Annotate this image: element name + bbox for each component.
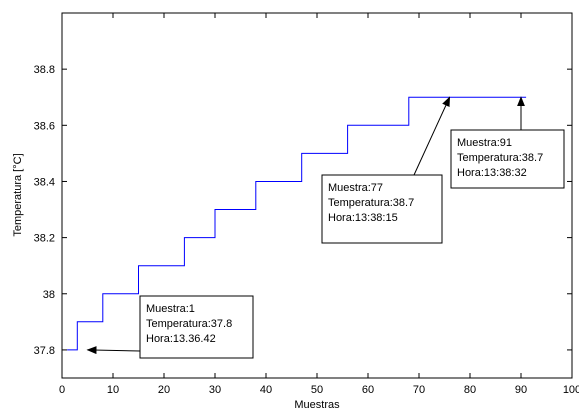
annotation-text: Temperatura:38.7	[328, 197, 414, 209]
y-tick-label: 38	[43, 289, 55, 301]
x-tick-label: 40	[260, 384, 272, 396]
x-tick-label: 100	[563, 384, 579, 396]
y-axis-title: Temperatura [°C]	[12, 153, 24, 236]
annotation-box	[321, 174, 443, 244]
series-group	[67, 96, 527, 351]
annotations-group: Muestra:1 Temperatura:37.8 Hora:13.36.42 Mu…	[86, 96, 565, 359]
x-axis-title: Muestras	[294, 399, 340, 411]
annotation-text: Hora:13:38:32	[457, 167, 527, 179]
y-tick-label: 38.8	[34, 64, 55, 76]
temperature-line	[67, 96, 527, 351]
y-tick-label: 38.2	[34, 233, 55, 245]
y-tick-label: 38.4	[34, 176, 55, 188]
annotation-arrow	[413, 96, 451, 176]
x-tick-label: 70	[413, 384, 425, 396]
annotation-box	[139, 295, 254, 359]
x-tick-label: 80	[464, 384, 476, 396]
annotation-text: Hora:13:38:15	[328, 212, 398, 224]
x-tick-label: 30	[209, 384, 221, 396]
x-tick-label: 10	[107, 384, 119, 396]
plot-area	[61, 12, 573, 379]
axis-ticks: 0 10 20 30 40 50 60 70 80 90 100 37.8 38 38.2 38.4 38.6…	[34, 13, 579, 396]
x-tick-label: 60	[362, 384, 374, 396]
y-tick-label: 38.6	[34, 120, 55, 132]
x-tick-label: 20	[158, 384, 170, 396]
annotation-text: Muestra:91	[457, 137, 512, 149]
x-tick-label: 0	[59, 384, 65, 396]
annotation-box	[450, 129, 565, 189]
annotation-text: Hora:13.36.42	[146, 333, 216, 345]
x-tick-label: 50	[311, 384, 323, 396]
y-tick-label: 37.8	[34, 345, 55, 357]
annotation-text: Temperatura:38.7	[457, 152, 543, 164]
annotation-text: Muestra:1	[146, 303, 195, 315]
x-tick-label: 90	[515, 384, 527, 396]
annotation-arrow	[86, 346, 141, 355]
annotation-text: Muestra:77	[328, 182, 383, 194]
annotation-text: Temperatura:37.8	[146, 318, 232, 330]
